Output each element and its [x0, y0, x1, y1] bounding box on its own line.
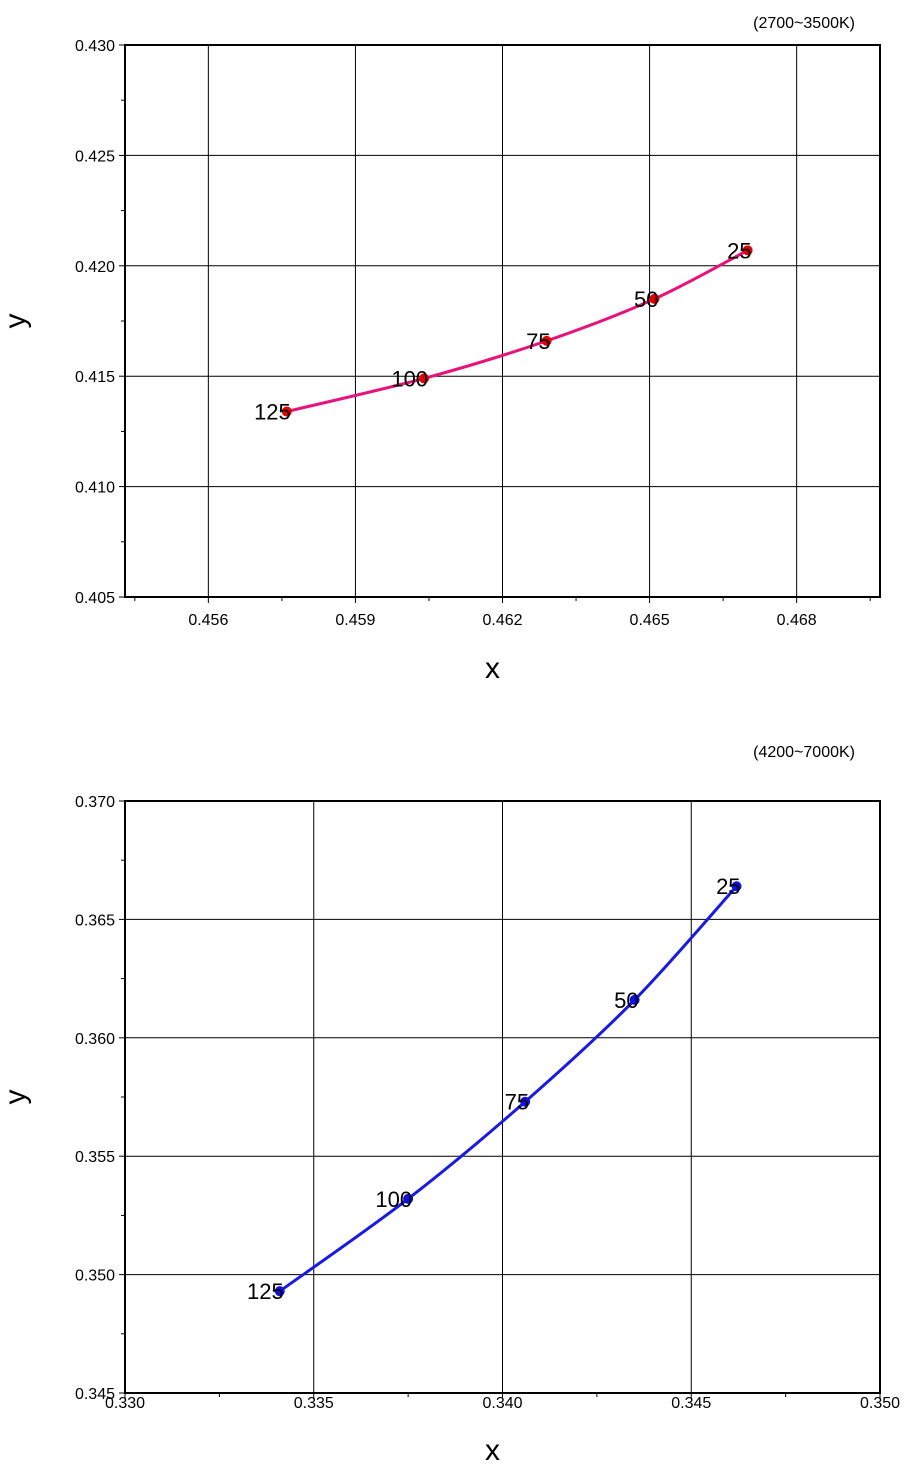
data-point [520, 1096, 531, 1107]
y-tick-label: 0.405 [75, 590, 115, 607]
data-point [742, 245, 753, 256]
y-tick-label: 0.420 [75, 259, 115, 276]
data-point [419, 373, 430, 384]
x-tick-label: 0.345 [671, 1395, 711, 1412]
y-tick-label: 0.415 [75, 369, 115, 386]
series-line [278, 885, 738, 1293]
data-label: 100 [375, 1187, 412, 1212]
y-tick-label: 0.350 [75, 1268, 115, 1285]
chart-title: (4200~7000K) [753, 744, 855, 761]
x-tick-label: 0.340 [482, 1395, 522, 1412]
x-axis-title: x [485, 652, 500, 685]
y-tick-label: 0.360 [75, 1031, 115, 1048]
chart-2: 0.330 0.335 0.340 0.345 0.350 0.345 0.350 0.355… [0, 744, 900, 1467]
data-point [629, 994, 640, 1005]
chart-1: 0.456 0.459 0.462 0.465 0.468 0.405 0.410 0.415… [0, 15, 881, 685]
x-tick-label: 0.459 [335, 612, 375, 629]
data-label: 50 [614, 988, 638, 1013]
x-tick-label: 0.350 [860, 1395, 900, 1412]
data-label: 75 [505, 1090, 529, 1115]
data-label: 25 [716, 874, 740, 899]
y-tick-label: 0.355 [75, 1149, 115, 1166]
y-axis-title: y [0, 314, 32, 329]
data-point [274, 1286, 285, 1297]
data-label: 50 [634, 287, 658, 312]
x-axis-title: x [485, 1434, 500, 1467]
data-label: 25 [727, 238, 751, 263]
y-axis-title: y [0, 1090, 32, 1105]
y-tick-label: 0.430 [75, 38, 115, 55]
y-tick-label: 0.425 [75, 148, 115, 165]
data-point [731, 881, 742, 892]
y-tick-label: 0.365 [75, 912, 115, 929]
chart-title: (2700~3500K) [753, 15, 855, 32]
data-point [649, 293, 660, 304]
data-label: 125 [247, 1279, 284, 1304]
data-point [541, 335, 552, 346]
x-tick-label: 0.468 [777, 612, 817, 629]
plot-frame [124, 800, 881, 1394]
x-tick-label: 0.335 [294, 1395, 334, 1412]
data-label: 125 [254, 400, 291, 425]
data-label: 75 [526, 329, 550, 354]
x-tick-label: 0.465 [630, 612, 670, 629]
y-tick-label: 0.410 [75, 480, 115, 497]
y-tick-label: 0.370 [75, 794, 115, 811]
x-tick-label: 0.456 [188, 612, 228, 629]
data-point [403, 1193, 414, 1204]
x-tick-label: 0.462 [482, 612, 522, 629]
plot-frame [124, 44, 881, 598]
x-tick-label: 0.330 [105, 1395, 145, 1412]
data-label: 100 [391, 366, 428, 391]
y-tick-label: 0.345 [75, 1386, 115, 1403]
data-point [281, 406, 292, 417]
